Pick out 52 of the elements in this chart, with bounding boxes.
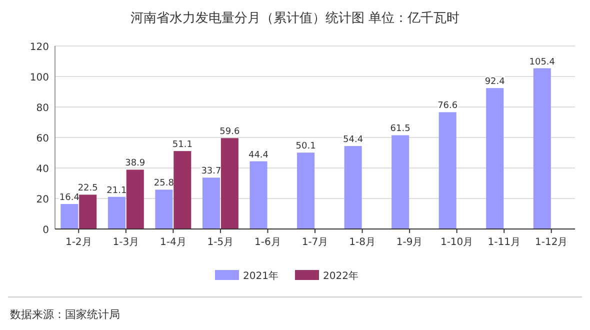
y-tick-label: 60	[36, 134, 49, 144]
data-label: 54.4	[343, 135, 364, 146]
data-label: 25.8	[154, 178, 174, 189]
bar	[108, 196, 126, 229]
y-tick-label: 100	[30, 72, 49, 84]
bar	[79, 194, 97, 229]
bar	[155, 190, 173, 229]
x-tick-label: 1-4月	[160, 237, 186, 248]
legend-label: 2021年	[243, 270, 278, 282]
data-label: 50.1	[296, 142, 316, 152]
bar	[250, 161, 268, 229]
y-tick-label: 20	[36, 194, 49, 206]
data-label: 33.7	[201, 166, 222, 177]
data-label: 16.4	[59, 192, 80, 203]
data-label: 21.1	[106, 186, 127, 196]
x-tick-label: 1-7月	[302, 237, 328, 248]
y-tick-label: 40	[36, 164, 49, 175]
bar	[220, 138, 238, 229]
x-tick-label: 1-11月	[488, 237, 520, 248]
x-tick-label: 1-8月	[349, 237, 376, 248]
data-label: 22.5	[78, 184, 98, 194]
data-label: 61.5	[390, 124, 410, 134]
bar	[297, 152, 315, 229]
x-tick-label: 1-6月	[254, 237, 281, 248]
data-label: 76.6	[438, 101, 458, 112]
bar	[202, 178, 220, 229]
bar	[486, 88, 504, 229]
y-tick-label: 0	[42, 225, 49, 236]
bar	[392, 135, 410, 229]
data-label: 105.4	[529, 57, 556, 68]
x-tick-label: 1-3月	[112, 237, 140, 248]
chart-title: 河南省水力发电量分月（累计值）统计图 单位：亿千瓦时	[130, 11, 460, 26]
y-tick-label: 120	[30, 42, 49, 53]
source-note: 数据来源：国家统计局	[10, 308, 120, 321]
bar	[126, 170, 144, 229]
bar	[344, 146, 362, 229]
x-tick-label: 1-5月	[207, 237, 234, 248]
data-label: 92.4	[484, 77, 506, 88]
data-label: 44.4	[248, 150, 269, 160]
data-label: 59.6	[220, 127, 240, 138]
x-tick-label: 1-12月	[535, 237, 568, 248]
bar	[60, 204, 78, 229]
data-label: 51.1	[172, 140, 192, 150]
y-tick-label: 80	[36, 103, 49, 114]
bar	[174, 151, 192, 229]
bar	[533, 68, 551, 229]
x-tick-label: 1-2月	[65, 237, 92, 248]
x-tick-label: 1-9月	[396, 237, 423, 248]
legend-label: 2022年	[323, 270, 358, 282]
bar	[438, 112, 456, 229]
data-label: 38.9	[125, 158, 146, 169]
x-tick-label: 1-10月	[440, 237, 474, 248]
